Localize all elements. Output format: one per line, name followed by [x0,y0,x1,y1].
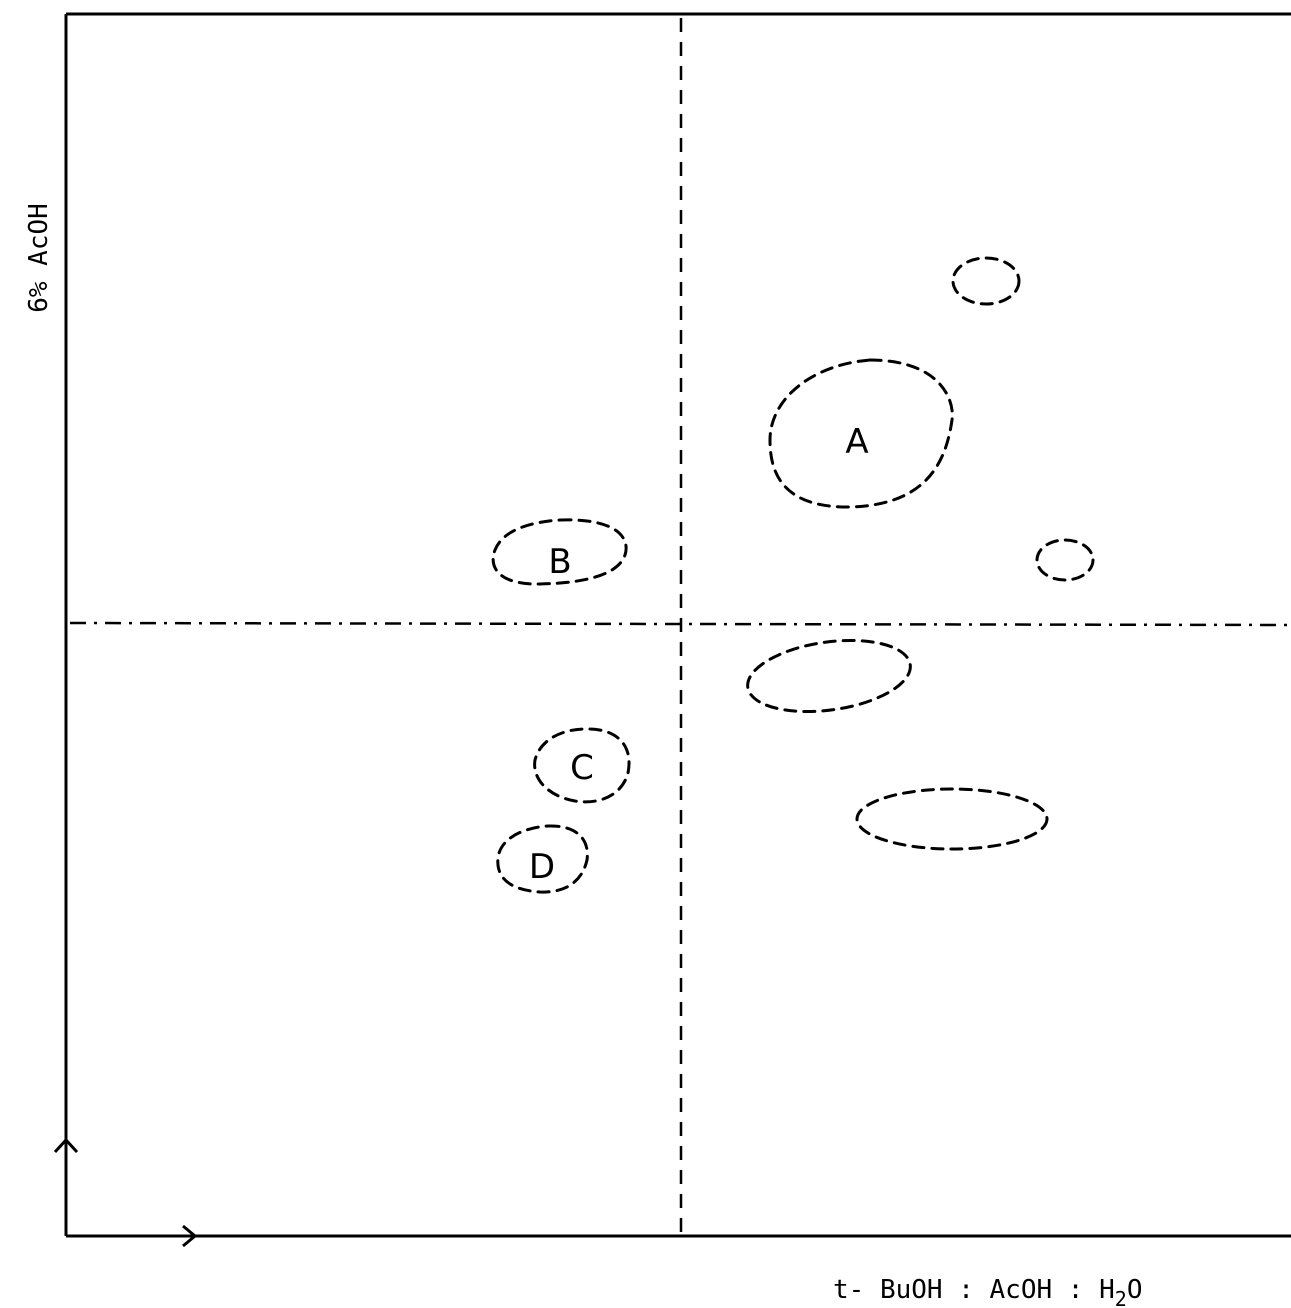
y-direction-arrow-icon [53,1138,79,1154]
x-axis-label-tail: O [1127,1275,1143,1305]
spot-d-outline [496,824,589,894]
spot-b-outline [491,518,628,586]
spot-c-outline [533,727,631,804]
x-axis-label-subscript: 2 [1115,1287,1127,1308]
unlabeled-spot-lower-right [855,787,1049,851]
spot-b-label: B [548,542,571,582]
spot-a-label: A [845,422,868,462]
spot-a-outline [768,358,954,509]
horizontal-divider-line [69,621,1291,627]
x-axis-label: t- BuOH : AcOH : H2O [833,1275,1142,1308]
spot-c-label: C [570,748,594,788]
x-direction-arrow-icon [182,1224,196,1248]
unlabeled-spot-right-small [1035,538,1095,582]
spot-d-label: D [529,847,555,887]
y-axis-label: 6% AcOH [24,203,54,313]
unlabeled-spot-lower-center [746,638,912,714]
unlabeled-spot-top-right [951,256,1021,306]
x-axis-label-main: t- BuOH : AcOH : H [833,1275,1115,1305]
